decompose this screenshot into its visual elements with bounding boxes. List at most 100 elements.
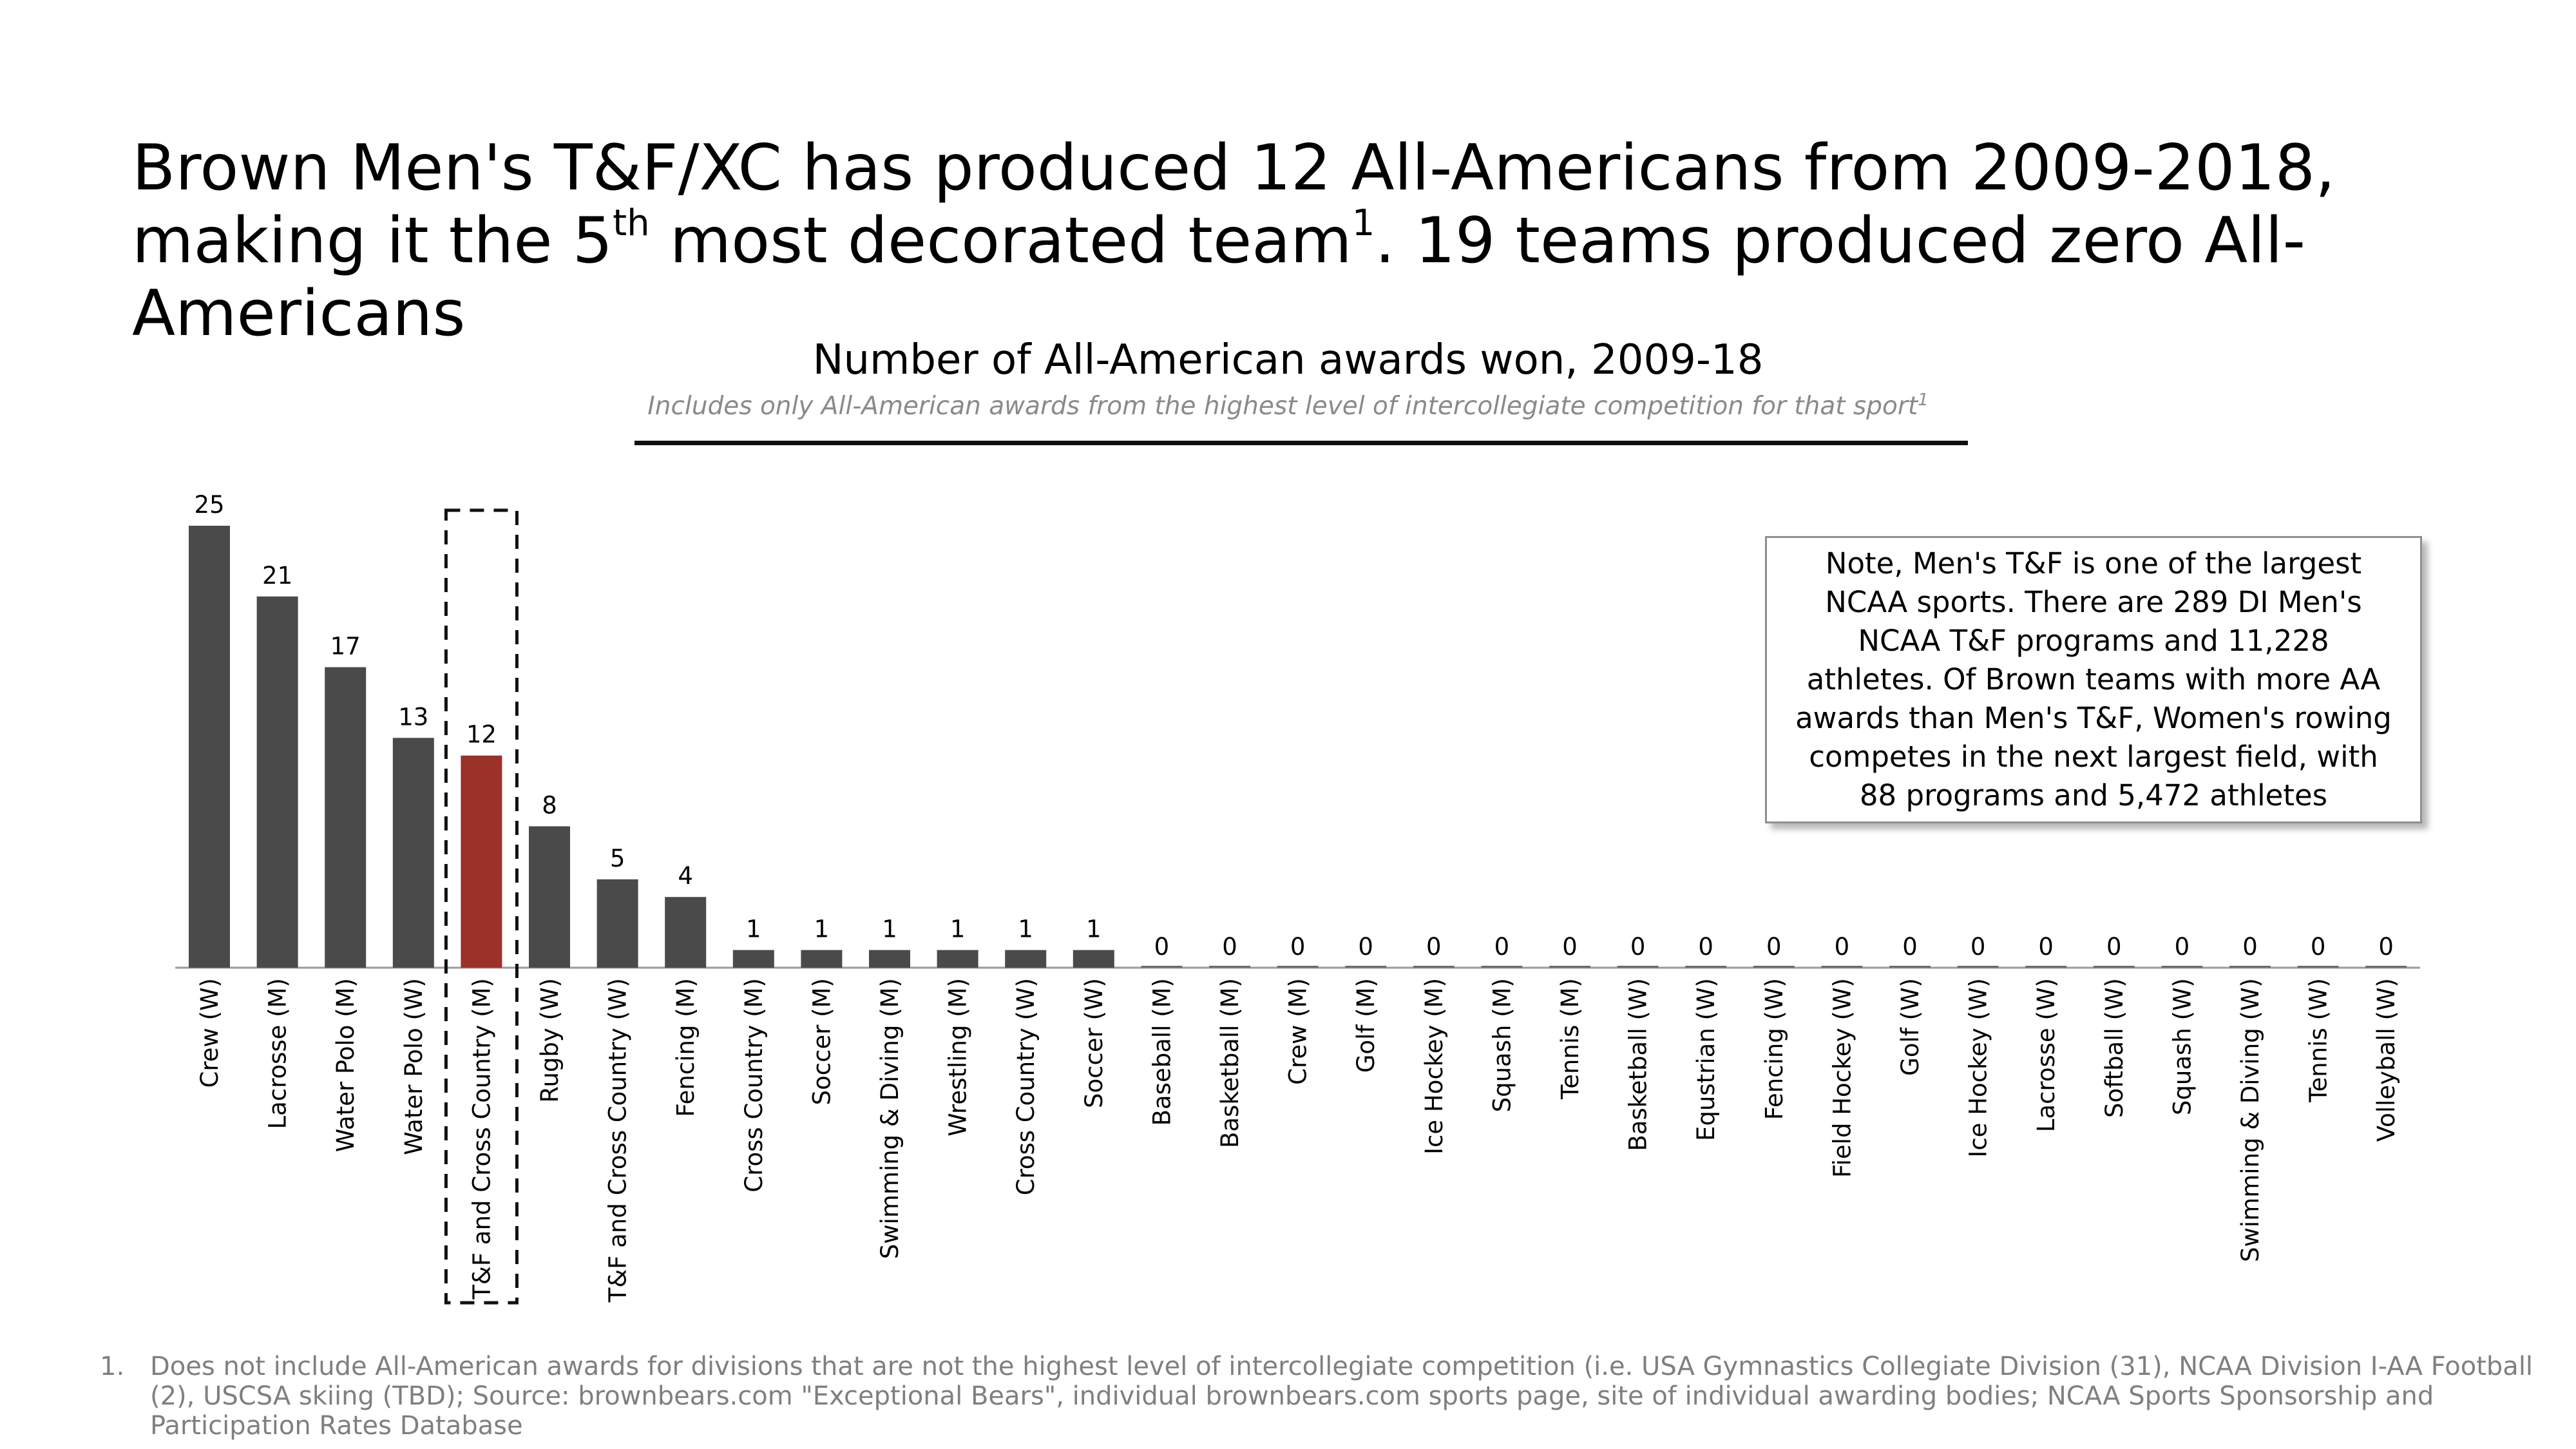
chart-title: Number of All-American awards won, 2009-… <box>812 336 1764 384</box>
data-label: 0 <box>2242 933 2258 961</box>
highlight-dashed-box <box>444 508 519 1305</box>
category-label: Fencing (W) <box>1760 978 1788 1120</box>
bar <box>1685 966 1727 968</box>
data-label: 5 <box>610 845 625 872</box>
bar <box>1141 966 1183 968</box>
chart-subtitle-text: Includes only All-American awards from t… <box>647 392 1918 421</box>
data-label: 1 <box>814 916 830 943</box>
data-label: 0 <box>1698 933 1713 961</box>
category-label: Softball (W) <box>2101 978 2128 1118</box>
bar <box>2365 966 2407 968</box>
data-label: 0 <box>1358 933 1373 961</box>
category-label: Ice Hockey (W) <box>1965 978 1992 1158</box>
category-label: Wrestling (M) <box>944 978 972 1137</box>
data-label: 0 <box>1630 933 1646 961</box>
category-label: Baseball (M) <box>1148 978 1176 1126</box>
headline-footnote-marker: 1 <box>1351 202 1375 245</box>
category-label: Lacrosse (M) <box>264 978 292 1129</box>
headline-part2: most decorated team <box>649 204 1352 278</box>
footnote: 1. Does not include All-American awards … <box>100 1352 2548 1441</box>
data-label: 0 <box>1154 933 1170 961</box>
category-label: Squash (M) <box>1488 978 1516 1112</box>
bar <box>325 667 367 968</box>
bar <box>461 755 502 968</box>
data-label: 0 <box>1902 933 1918 961</box>
category-label: T&F and Cross Country (M) <box>468 978 495 1300</box>
bar <box>596 879 638 968</box>
category-label: Water Polo (M) <box>332 978 359 1152</box>
category-label: Basketball (M) <box>1216 978 1244 1148</box>
bar <box>1957 966 1999 968</box>
category-label: Swimming & Diving (W) <box>2237 978 2264 1262</box>
bar <box>392 738 434 968</box>
data-label: 0 <box>1290 933 1306 961</box>
category-label: Crew (M) <box>1284 978 1312 1085</box>
bar <box>1481 966 1523 968</box>
category-label: Water Polo (W) <box>400 978 428 1155</box>
data-label: 0 <box>2175 933 2190 961</box>
category-label: Swimming & Diving (M) <box>876 978 904 1259</box>
bar <box>2093 966 2135 968</box>
data-label: 25 <box>194 491 224 519</box>
category-label: Lacrosse (W) <box>2032 978 2060 1132</box>
data-label: 17 <box>330 633 361 660</box>
bar <box>1617 966 1659 968</box>
data-label: 4 <box>678 862 693 890</box>
bar <box>1549 966 1590 968</box>
bar <box>1209 966 1250 968</box>
footnote-text: Does not include All-American awards for… <box>150 1352 2533 1441</box>
bar <box>1277 966 1319 968</box>
bar <box>1073 950 1114 968</box>
category-label: Field Hockey (W) <box>1828 978 1856 1178</box>
category-label: Equstrian (W) <box>1692 978 1720 1141</box>
data-label: 1 <box>1018 916 1033 943</box>
note-text: Note, Men's T&F is one of the largest NC… <box>1795 546 2392 812</box>
bar <box>869 950 910 968</box>
data-label: 21 <box>262 562 292 590</box>
data-label: 0 <box>2106 933 2122 961</box>
bar <box>937 950 978 968</box>
data-label: 1 <box>746 916 761 943</box>
note-box: Note, Men's T&F is one of the largest NC… <box>1765 536 2422 823</box>
bar <box>2229 966 2271 968</box>
headline-part3: . 19 teams produced zero All-Americans <box>132 204 2305 350</box>
headline-part1: Brown Men's T&F/XC has produced 12 All-A… <box>132 131 2336 278</box>
bar <box>1821 966 1863 968</box>
bar <box>2297 966 2339 968</box>
category-label: Soccer (M) <box>808 978 835 1105</box>
headline: Brown Men's T&F/XC has produced 12 All-A… <box>132 132 2515 350</box>
category-label: Cross Country (W) <box>1012 978 1040 1195</box>
data-label: 8 <box>542 791 557 819</box>
data-label: 0 <box>1970 933 1986 961</box>
data-label: 1 <box>950 916 966 943</box>
data-label: 0 <box>2311 933 2326 961</box>
bar <box>665 897 707 968</box>
data-label: 0 <box>1835 933 1850 961</box>
category-label: T&F and Cross Country (W) <box>604 978 632 1303</box>
data-label: 0 <box>1562 933 1578 961</box>
chart-subtitle-footnote-marker: 1 <box>1918 390 1929 410</box>
category-label: Tennis (W) <box>2305 978 2333 1103</box>
chart-subtitle: Includes only All-American awards from t… <box>0 390 2576 421</box>
data-label: 1 <box>882 916 897 943</box>
data-label: 12 <box>466 721 497 749</box>
data-label: 0 <box>1222 933 1237 961</box>
category-label: Crew (W) <box>196 978 224 1088</box>
category-label: Basketball (W) <box>1625 978 1652 1151</box>
category-label: Ice Hockey (M) <box>1420 978 1448 1155</box>
data-label: 0 <box>2378 933 2394 961</box>
data-label: 13 <box>398 703 428 731</box>
category-label: Rugby (W) <box>536 978 564 1103</box>
title-divider <box>634 441 1968 445</box>
category-label: Tennis (M) <box>1556 978 1584 1100</box>
headline-ordinal-suffix: th <box>613 202 650 245</box>
data-label: 0 <box>2038 933 2054 961</box>
bar <box>1005 950 1047 968</box>
category-label: Soccer (W) <box>1080 978 1108 1108</box>
footnote-number: 1. <box>100 1352 125 1381</box>
category-label: Cross Country (M) <box>740 978 768 1193</box>
data-label: 1 <box>1086 916 1102 943</box>
category-label: Golf (M) <box>1352 978 1380 1073</box>
category-label: Volleyball (W) <box>2372 978 2400 1142</box>
bar <box>2161 966 2203 968</box>
